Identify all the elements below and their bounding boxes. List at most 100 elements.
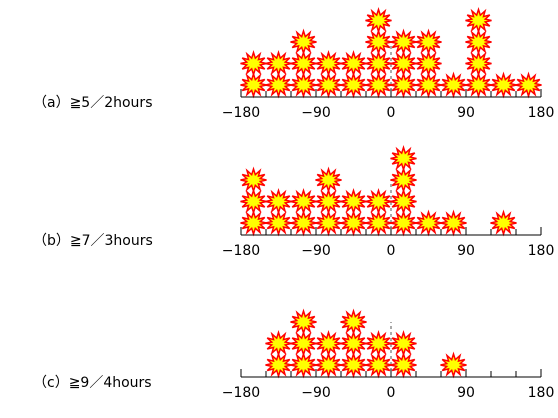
bin-icons xyxy=(440,71,467,99)
bin-icons xyxy=(240,50,267,99)
explosion-icon xyxy=(390,28,417,56)
explosion-icon xyxy=(315,166,342,194)
explosion-icon xyxy=(315,209,342,237)
explosion-icon xyxy=(290,330,317,357)
explosion-icon xyxy=(465,50,492,77)
x-tick-label: 0 xyxy=(387,105,396,121)
bin-icons xyxy=(315,166,342,237)
explosion-icon xyxy=(415,28,442,56)
explosion-icon xyxy=(315,188,342,215)
x-tick-label: 180 xyxy=(528,243,555,259)
explosion-icon xyxy=(515,71,542,99)
bin-icons xyxy=(265,330,292,379)
panel-label: （b）≧7／3hours xyxy=(33,233,153,249)
bin-icons xyxy=(365,188,392,237)
x-tick-label: 0 xyxy=(387,243,396,259)
bin-icons xyxy=(290,188,317,237)
x-tick-label: −180 xyxy=(222,385,260,401)
explosion-icon xyxy=(240,188,267,215)
bin-icons xyxy=(265,50,292,99)
explosion-icon xyxy=(390,166,417,194)
explosion-icon xyxy=(440,71,467,99)
bin-icons xyxy=(340,308,367,379)
explosion-icon xyxy=(465,7,492,34)
explosion-icon xyxy=(315,351,342,379)
x-tick-label: 90 xyxy=(457,385,475,401)
explosion-icon xyxy=(340,188,367,215)
explosion-icon xyxy=(490,71,517,99)
explosion-icon xyxy=(290,50,317,77)
explosion-icon xyxy=(365,330,392,357)
explosion-icon xyxy=(390,351,417,379)
explosion-icon xyxy=(340,351,367,379)
explosion-icon xyxy=(365,188,392,215)
explosion-icon xyxy=(290,28,317,56)
bin-icons xyxy=(440,351,467,379)
explosion-icon xyxy=(440,209,467,237)
explosion-icon xyxy=(415,209,442,237)
explosion-icon xyxy=(265,50,292,77)
explosion-icon xyxy=(365,7,392,34)
explosion-icon xyxy=(290,351,317,379)
x-tick-label: −90 xyxy=(301,385,331,401)
explosion-icon xyxy=(390,50,417,77)
bin-icons xyxy=(315,50,342,99)
x-tick-label: 90 xyxy=(457,243,475,259)
bin-icons xyxy=(465,7,492,99)
explosion-icon xyxy=(265,188,292,215)
explosion-icon xyxy=(465,71,492,99)
bin-icons xyxy=(340,188,367,237)
explosion-icon xyxy=(365,351,392,379)
bin-icons xyxy=(490,209,517,237)
bin-icons xyxy=(290,28,317,99)
x-tick-label: −180 xyxy=(222,105,260,121)
x-tick-label: −90 xyxy=(301,105,331,121)
explosion-icon xyxy=(240,71,267,99)
bin-icons xyxy=(340,50,367,99)
x-tick-label: 180 xyxy=(528,385,555,401)
explosion-icon xyxy=(365,209,392,237)
explosion-icon xyxy=(340,308,367,336)
explosion-icon xyxy=(240,50,267,77)
explosion-icon xyxy=(390,71,417,99)
x-tick-label: 0 xyxy=(387,385,396,401)
explosion-icon xyxy=(265,330,292,357)
bin-icons xyxy=(390,330,417,379)
bin-icons xyxy=(415,28,442,99)
explosion-icon xyxy=(290,188,317,215)
explosion-icon xyxy=(365,28,392,56)
bin-icons xyxy=(290,308,317,379)
x-tick-label: −180 xyxy=(222,243,260,259)
bin-icons xyxy=(515,71,542,99)
explosion-icon xyxy=(415,50,442,77)
explosion-icon xyxy=(315,330,342,357)
x-tick-label: 90 xyxy=(457,105,475,121)
explosion-icon xyxy=(315,50,342,77)
bin-icons xyxy=(415,209,442,237)
explosion-icon xyxy=(465,28,492,56)
explosion-icon xyxy=(490,209,517,237)
panel-label: （c）≧9／4hours xyxy=(33,375,152,391)
explosion-icon xyxy=(240,209,267,237)
bin-icons xyxy=(365,7,392,99)
explosion-icon xyxy=(390,145,417,172)
explosion-icon xyxy=(390,330,417,357)
bin-icons xyxy=(365,330,392,379)
panel-label: （a）≧5／2hours xyxy=(33,95,153,111)
bin-icons xyxy=(390,28,417,99)
explosion-icon xyxy=(365,71,392,99)
explosion-icon xyxy=(265,351,292,379)
explosion-icon xyxy=(315,71,342,99)
explosion-icon xyxy=(265,209,292,237)
bin-icons xyxy=(490,71,517,99)
bin-icons xyxy=(315,330,342,379)
x-tick-label: −90 xyxy=(301,243,331,259)
explosion-icon xyxy=(240,166,267,194)
bin-icons xyxy=(390,145,417,237)
explosion-icon xyxy=(265,71,292,99)
explosion-icon xyxy=(365,50,392,77)
bin-icons xyxy=(440,209,467,237)
explosion-icon xyxy=(340,71,367,99)
explosion-icon xyxy=(290,308,317,336)
